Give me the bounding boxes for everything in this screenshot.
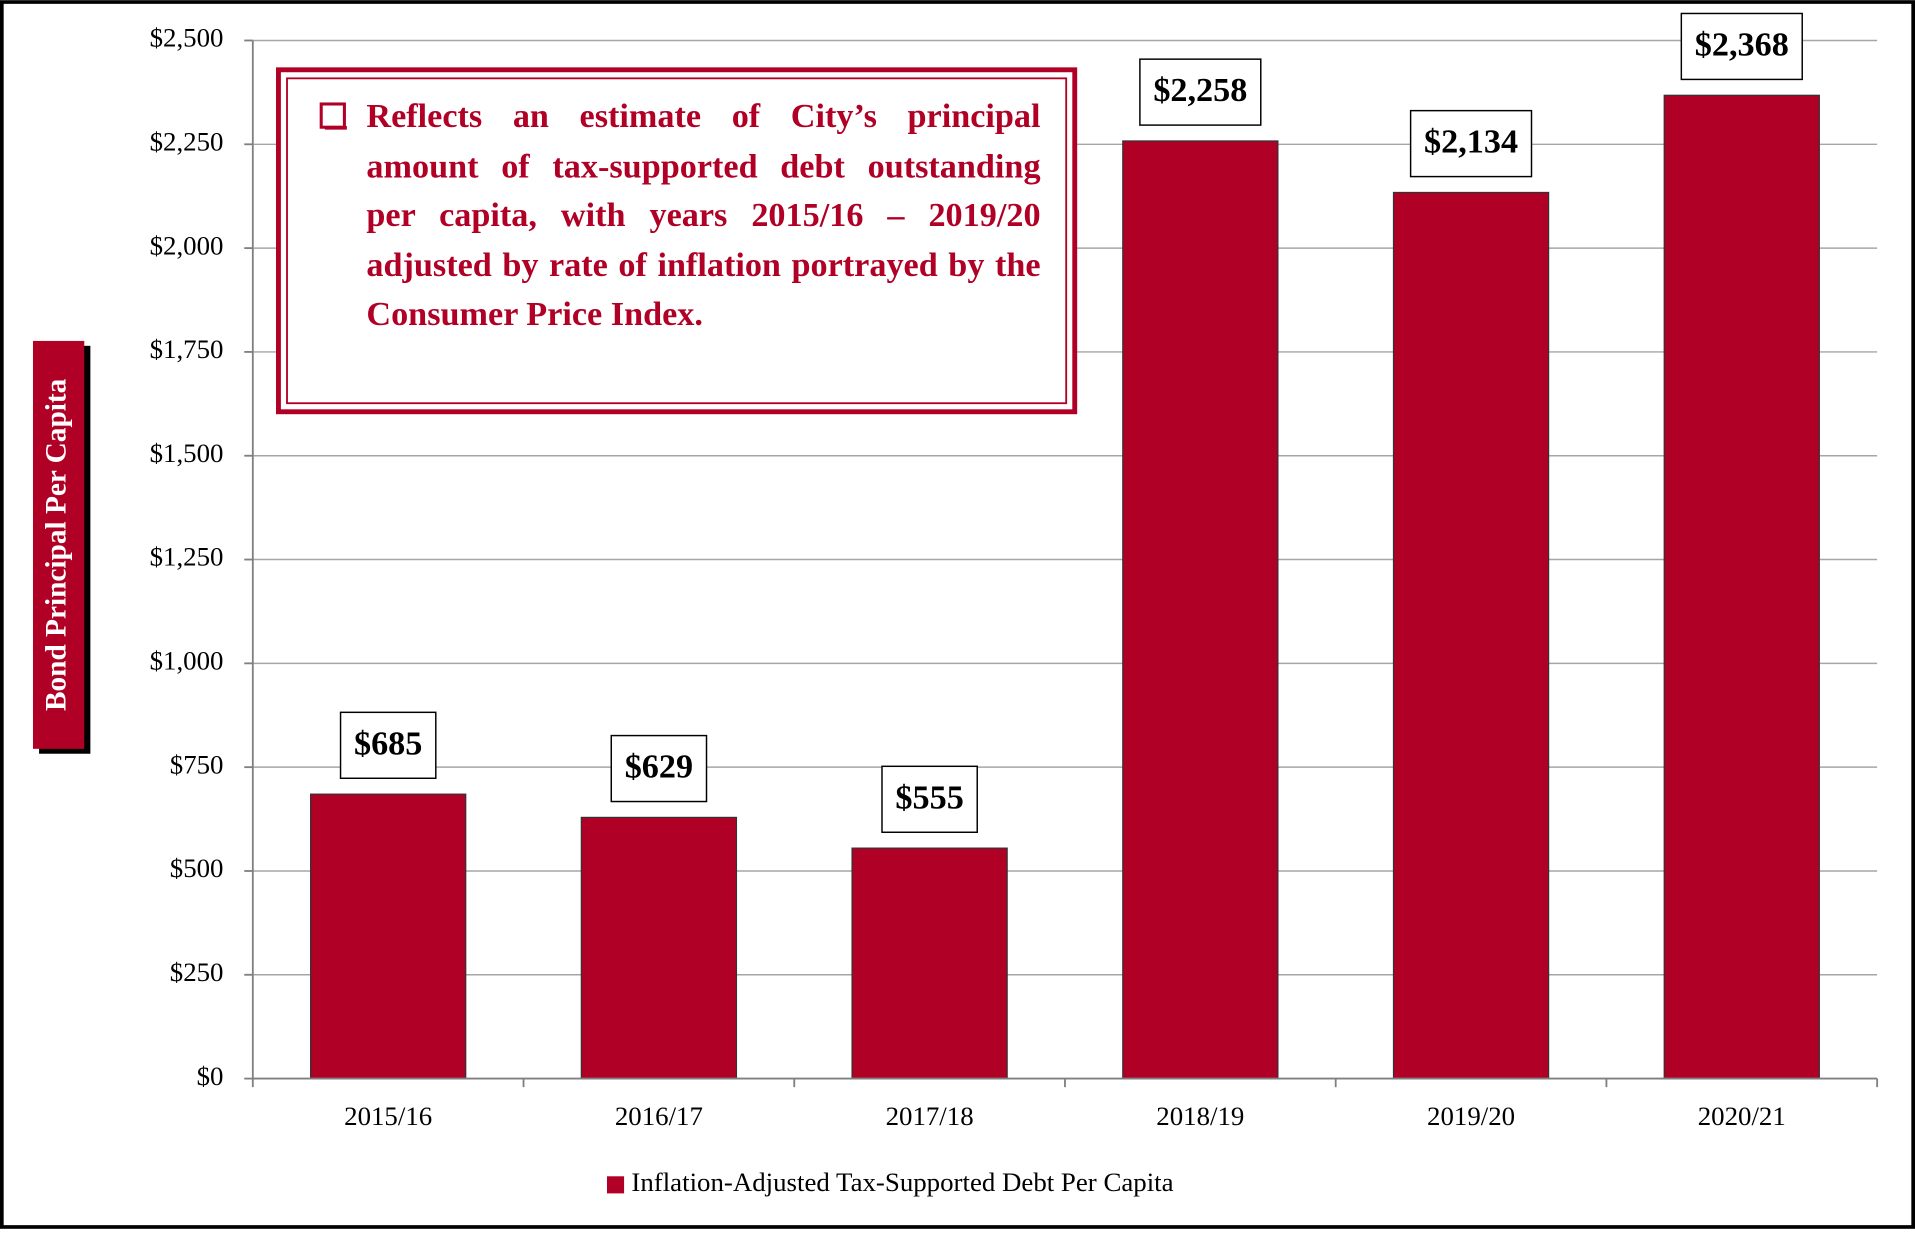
- data-label-box: [339, 711, 437, 780]
- data-label: $2,368: [1695, 27, 1789, 64]
- bar: [1663, 94, 1820, 1080]
- data-label: $2,258: [1153, 72, 1247, 109]
- y-tick-label: $0: [197, 1061, 224, 1091]
- y-tick-label: $2,250: [150, 126, 224, 156]
- annotation-container: Reflects an estimate of City’s principal…: [366, 97, 1041, 334]
- data-label: $555: [895, 779, 963, 816]
- annotation-inner-border: [286, 77, 1068, 405]
- y-tick-label: $2,000: [150, 230, 224, 260]
- bar: [851, 847, 1008, 1080]
- x-tick-label: 2020/21: [1698, 1101, 1786, 1131]
- bullet-shadow: [324, 125, 347, 130]
- x-tick-label: 2019/20: [1427, 1101, 1515, 1131]
- plot: $0 $250 $500 $750 $1,000 $1,250 $1,500 $1,750 $2…: [150, 12, 1879, 1197]
- y-tick-label: $1,250: [150, 542, 224, 572]
- data-label: $2,134: [1424, 124, 1518, 161]
- bar: [580, 816, 738, 1080]
- y-tick-label: $250: [170, 957, 224, 987]
- y-tick-label: $750: [170, 749, 224, 779]
- legend-swatch: [606, 1176, 625, 1194]
- data-label-box: [1680, 12, 1803, 81]
- bar: [1122, 140, 1279, 1080]
- x-tick-label: 2015/16: [344, 1101, 432, 1131]
- data-label-box: [1139, 58, 1262, 126]
- y-tick-label: $500: [170, 853, 224, 883]
- annotation-box: [276, 67, 1078, 415]
- bar: [1392, 191, 1550, 1080]
- ylabel-box: [32, 340, 85, 749]
- data-label-box: [610, 734, 708, 803]
- data-label: $685: [354, 725, 422, 762]
- y-tick-label: $2,500: [150, 23, 224, 53]
- x-tick-label: 2018/19: [1156, 1101, 1244, 1131]
- legend-label: Inflation-Adjusted Tax-Supported Debt Pe…: [631, 1167, 1173, 1197]
- y-tick-label: $1,000: [150, 646, 224, 676]
- data-label-box: [1409, 109, 1533, 178]
- annotation: Reflects an estimate of City’s principal…: [366, 97, 1041, 334]
- x-tick-label: 2016/17: [615, 1101, 703, 1131]
- data-label: $629: [625, 749, 693, 786]
- y-axis-label: Bond Principal Per Capita: [40, 378, 72, 711]
- bar: [310, 793, 467, 1080]
- data-label-box: [881, 765, 978, 833]
- y-tick-label: $1,500: [150, 438, 224, 468]
- bullet: [319, 102, 346, 129]
- y-tick-label: $1,750: [150, 334, 224, 364]
- x-tick-label: 2017/18: [886, 1101, 974, 1131]
